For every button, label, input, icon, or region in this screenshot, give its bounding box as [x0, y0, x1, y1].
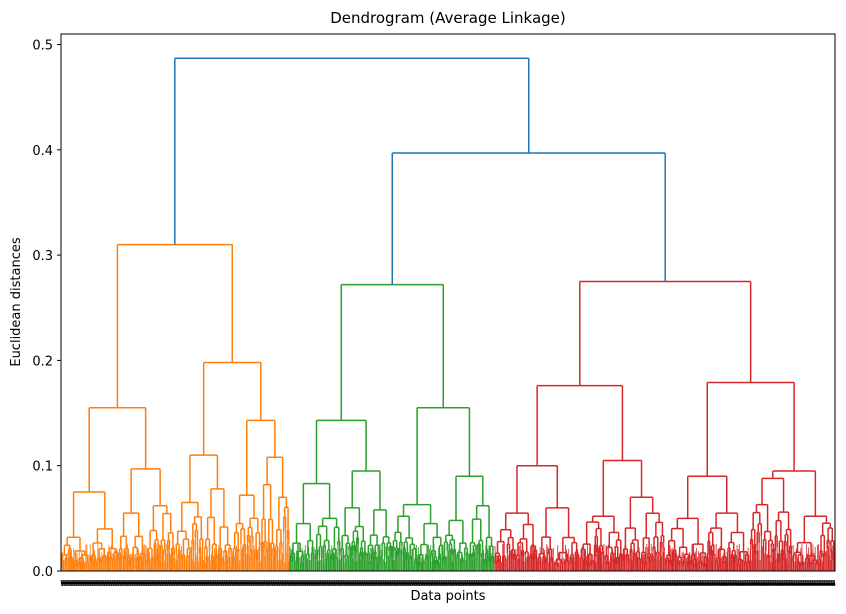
cluster_3-subtree	[494, 280, 836, 571]
chart-title: Dendrogram (Average Linkage)	[330, 9, 566, 27]
y-tick-label: 0.5	[32, 39, 53, 54]
y-tick-label: 0.1	[32, 460, 53, 475]
cluster_1-subtree	[60, 243, 290, 571]
dendrogram-links	[60, 57, 836, 571]
y-tick-label: 0.3	[32, 249, 53, 264]
y-tick-label: 0.2	[32, 354, 53, 369]
y-tick-label: 0.4	[32, 144, 53, 159]
y-tick-label: 0.0	[32, 565, 53, 580]
y-axis: 0.0 0.1 0.2 0.3 0.4 0.5	[32, 39, 61, 580]
x-axis-label: Data points	[410, 589, 485, 604]
leaf-label-mark	[60, 582, 836, 585]
cluster_2-subtree	[289, 283, 495, 571]
y-axis-label: Euclidean distances	[9, 237, 24, 366]
leaf-labels-strip	[60, 579, 836, 587]
plot-frame	[60, 33, 836, 572]
